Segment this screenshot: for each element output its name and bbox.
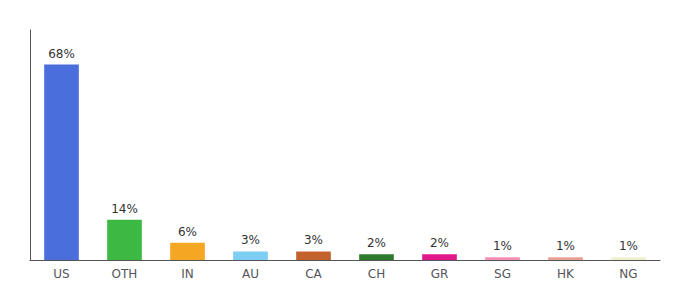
svg-text:1%: 1% <box>619 239 638 253</box>
svg-text:NG: NG <box>619 267 637 281</box>
svg-text:14%: 14% <box>111 202 138 216</box>
svg-text:6%: 6% <box>178 225 197 239</box>
svg-text:SG: SG <box>494 267 511 281</box>
svg-text:2%: 2% <box>430 236 449 250</box>
svg-text:HK: HK <box>557 267 575 281</box>
svg-text:68%: 68% <box>48 47 75 61</box>
svg-text:IN: IN <box>181 267 194 281</box>
svg-text:1%: 1% <box>493 239 512 253</box>
svg-text:US: US <box>53 267 69 281</box>
svg-text:CA: CA <box>305 267 322 281</box>
svg-text:GR: GR <box>431 267 449 281</box>
svg-text:OTH: OTH <box>112 267 138 281</box>
svg-text:1%: 1% <box>556 239 575 253</box>
svg-text:AU: AU <box>242 267 259 281</box>
svg-text:CH: CH <box>368 267 385 281</box>
svg-text:2%: 2% <box>367 236 386 250</box>
svg-text:3%: 3% <box>304 233 323 247</box>
svg-text:3%: 3% <box>241 233 260 247</box>
